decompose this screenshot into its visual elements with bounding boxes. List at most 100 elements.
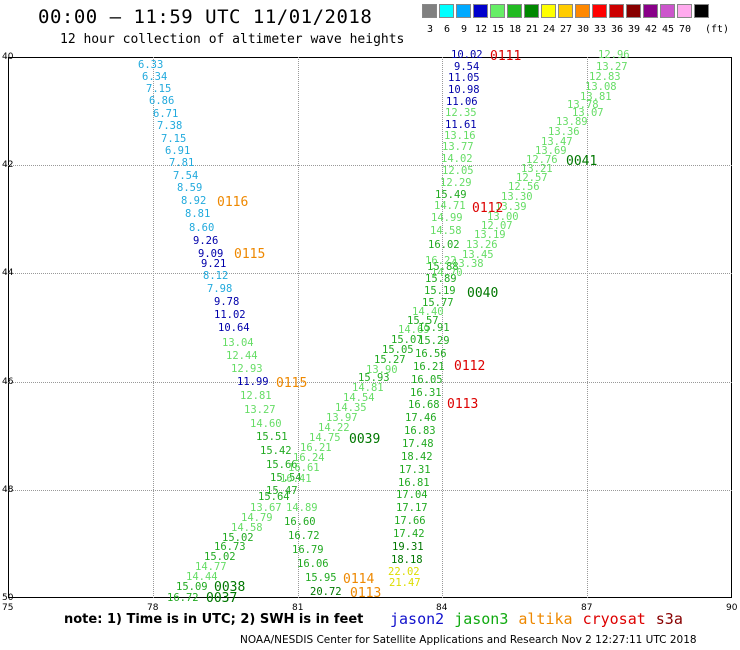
wave-height-label: 11.61: [445, 119, 477, 131]
lon-tick-label: 90: [726, 603, 738, 613]
wave-height-label: 6.91: [165, 145, 191, 157]
wave-height-label: 6.33: [138, 59, 164, 71]
wave-height-label: 15.29: [418, 335, 450, 347]
note-text: note: 1) Time is in UTC; 2) SWH is in fe…: [64, 612, 364, 627]
wave-height-label: 16.56: [415, 348, 447, 360]
legend-swatch: [575, 4, 590, 18]
pass-time-label: 0115: [234, 247, 266, 262]
wave-height-label: 17.42: [393, 528, 425, 540]
grid-line-lon: [153, 57, 154, 598]
lat-tick-label: 40: [2, 52, 14, 62]
pass-time-label: 0114: [343, 572, 375, 587]
legend-swatch: [694, 4, 709, 18]
wave-height-label: 13.39: [495, 201, 527, 213]
legend-unit: (ft): [704, 24, 730, 35]
wave-height-label: 14.02: [441, 153, 473, 165]
wave-height-label: 21.47: [389, 577, 421, 589]
pass-time-label: 0038: [214, 580, 246, 595]
wave-height-label: 17.31: [399, 464, 431, 476]
wave-height-label: 12.44: [226, 350, 258, 362]
legend-label: 12: [474, 24, 488, 35]
wave-height-label: 13.08: [585, 81, 617, 93]
wave-height-label: 8.59: [177, 182, 203, 194]
legend-swatch: [609, 4, 624, 18]
wave-height-label: 18.18: [391, 554, 423, 566]
pass-time-label: 0040: [467, 286, 499, 301]
legend-swatch: [439, 4, 454, 18]
legend-swatch: [643, 4, 658, 18]
wave-height-label: 10.02: [451, 49, 483, 61]
wave-height-label: 16.05: [411, 374, 443, 386]
legend-label: 27: [559, 24, 573, 35]
satellite-name: s3a: [655, 610, 683, 628]
wave-height-label: 14.79: [241, 512, 273, 524]
wave-height-label: 12.81: [240, 390, 272, 402]
wave-height-label: 15.02: [222, 532, 254, 544]
wave-height-label: 9.78: [214, 296, 240, 308]
pass-time-label: 0037: [206, 591, 238, 606]
grid-line-lon: [442, 57, 443, 598]
wave-height-label: 10.98: [448, 84, 480, 96]
wave-height-label: 15.57: [407, 315, 439, 327]
wave-height-label: 13.47: [541, 136, 573, 148]
wave-height-label: 15.54: [270, 472, 302, 484]
grid-line-lat: [8, 382, 732, 383]
wave-height-label: 16.24: [293, 452, 325, 464]
wave-height-label: 13.38: [452, 258, 484, 270]
pass-time-label: 0039: [349, 432, 381, 447]
wave-height-label: 17.48: [402, 438, 434, 450]
wave-height-label: 11.99: [237, 376, 269, 388]
wave-height-label: 16.06: [297, 558, 329, 570]
wave-height-label: 9.21: [201, 258, 227, 270]
wave-height-label: 14.44: [186, 571, 218, 583]
wave-height-label: 16.02: [428, 239, 460, 251]
wave-height-label: 12.57: [516, 172, 548, 184]
legend-label: 70: [678, 24, 692, 35]
wave-height-label: 14.71: [434, 200, 466, 212]
pass-time-label: 0113: [350, 586, 382, 601]
wave-height-label: 16.21: [413, 361, 445, 373]
wave-height-label: 7.15: [146, 83, 172, 95]
wave-height-label: 15.27: [374, 354, 406, 366]
pass-time-label: 0116: [217, 195, 249, 210]
legend-label: 21: [525, 24, 539, 35]
legend-label: 45: [661, 24, 675, 35]
grid-line-lat: [8, 273, 732, 274]
wave-height-label: 14.77: [195, 561, 227, 573]
wave-height-label: 19.31: [392, 541, 424, 553]
legend-label: 18: [508, 24, 522, 35]
wave-height-label: 13.26: [466, 239, 498, 251]
wave-height-label: 16.61: [288, 462, 320, 474]
wave-height-label: 15.66: [266, 459, 298, 471]
legend-swatch: [541, 4, 556, 18]
wave-height-label: 12.35: [445, 107, 477, 119]
wave-height-label: 11.02: [214, 309, 246, 321]
wave-height-label: 15.93: [358, 372, 390, 384]
satellite-name: jason2: [390, 610, 445, 628]
wave-height-label: 11.06: [446, 96, 478, 108]
wave-height-label: 16.22: [425, 255, 457, 267]
wave-height-label: 13.77: [442, 141, 474, 153]
wave-height-label: 14.58: [430, 225, 462, 237]
satellite-name: jason3: [454, 610, 509, 628]
legend-swatch: [677, 4, 692, 18]
legend-label: 33: [593, 24, 607, 35]
wave-height-label: 16.21: [300, 442, 332, 454]
lon-tick-label: 84: [436, 603, 448, 613]
wave-height-label: 16.72: [288, 530, 320, 542]
wave-height-label: 15.09: [176, 581, 208, 593]
legend-swatch: [626, 4, 641, 18]
wave-height-label: 15.91: [418, 322, 450, 334]
satellite-name: altika: [518, 610, 573, 628]
legend-label: 15: [491, 24, 505, 35]
wave-height-label: 14.40: [412, 306, 444, 318]
wave-height-label: 20.72: [310, 586, 342, 598]
legend-swatch: [490, 4, 505, 18]
wave-height-label: 13.89: [556, 116, 588, 128]
wave-height-label: 12.96: [598, 49, 630, 61]
wave-height-label: 14.89: [286, 502, 318, 514]
wave-height-label: 17.46: [405, 412, 437, 424]
footer-credit: NOAA/NESDIS Center for Satellite Applica…: [240, 634, 697, 646]
wave-height-label: 13.69: [535, 145, 567, 157]
wave-height-label: 14.54: [343, 392, 375, 404]
